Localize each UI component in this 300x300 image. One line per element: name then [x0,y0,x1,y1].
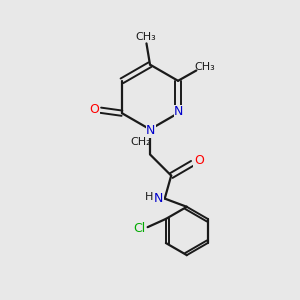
Text: O: O [194,154,204,167]
Text: O: O [89,103,99,116]
Text: N: N [154,192,163,205]
Text: Cl: Cl [133,222,145,235]
Text: N: N [174,105,184,118]
Text: CH₃: CH₃ [136,32,156,42]
Text: H: H [145,192,154,202]
Text: CH₃: CH₃ [195,62,215,72]
Text: CH₂: CH₂ [130,137,151,147]
Text: N: N [146,124,156,137]
